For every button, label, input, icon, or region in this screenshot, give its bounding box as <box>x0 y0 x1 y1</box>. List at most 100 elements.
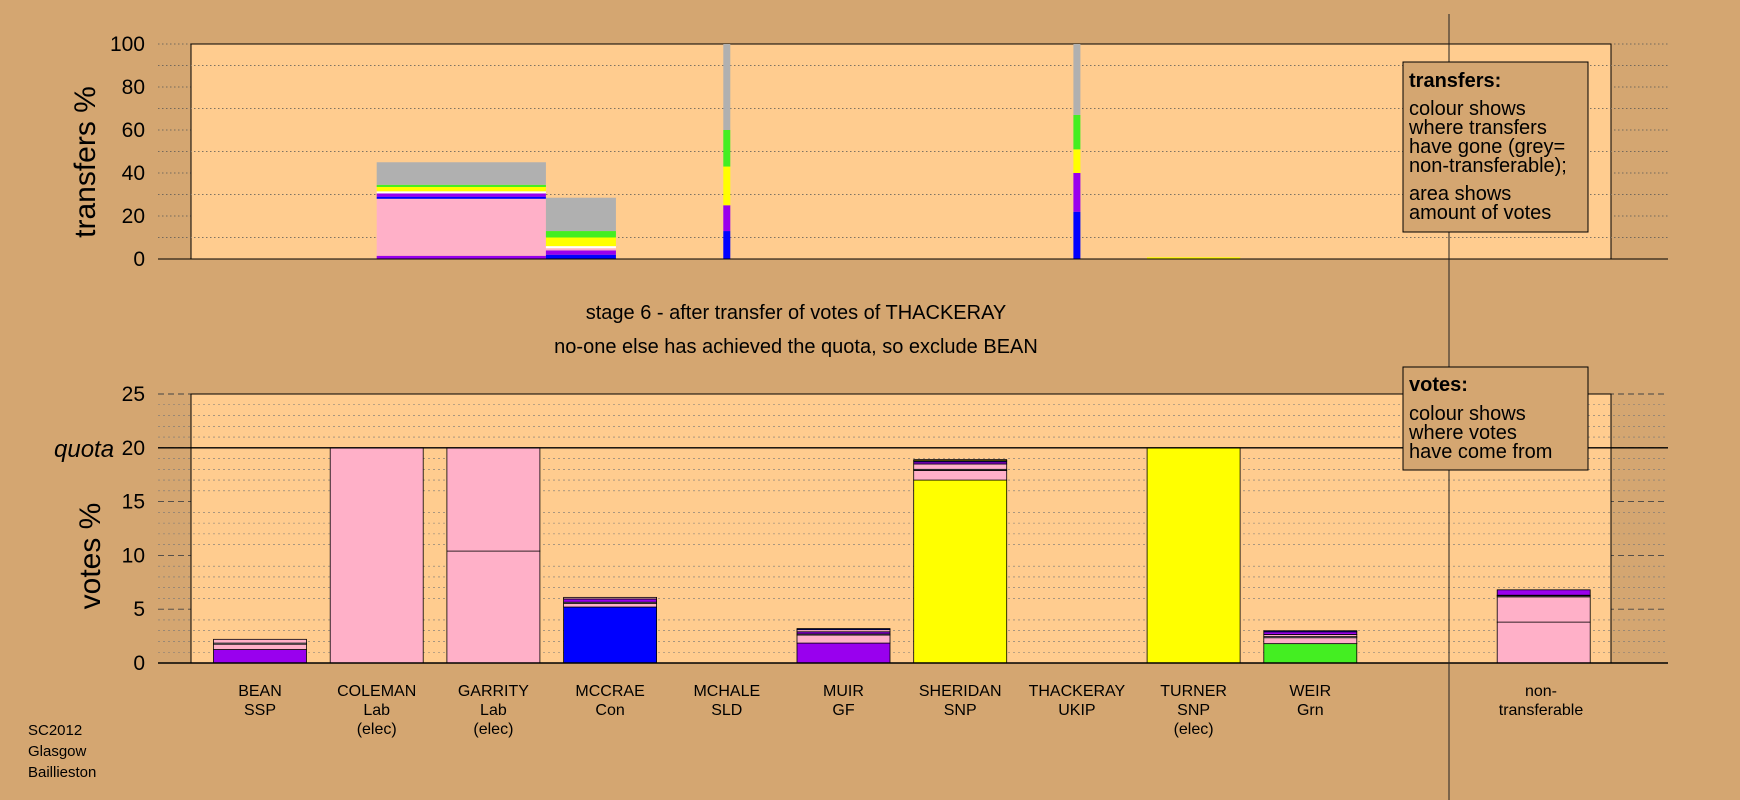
vote-segment <box>563 598 657 603</box>
footer-line: Glasgow <box>28 743 87 760</box>
candidate-label: (elec) <box>473 721 513 738</box>
candidate-label: transferable <box>1499 702 1584 719</box>
transfers-legend-line: non-transferable); <box>1409 155 1567 177</box>
transfer-segment <box>1073 114 1081 150</box>
stage-title: stage 6 - after transfer of votes of THA… <box>586 302 1007 324</box>
vote-segment <box>446 550 541 664</box>
vote-segment <box>1263 630 1358 633</box>
vote-segment <box>563 606 657 664</box>
vote-segment <box>913 459 1008 462</box>
y-tick-label: 15 <box>122 491 145 514</box>
y-tick-label: 20 <box>122 437 145 460</box>
transfer-segment <box>376 196 546 199</box>
transfer-segment <box>545 250 616 255</box>
footer-line: SC2012 <box>28 722 82 739</box>
votes-legend-title: votes: <box>1409 374 1468 396</box>
vote-segment <box>796 634 891 644</box>
transfers-legend-line: area shows <box>1409 183 1511 205</box>
candidate-label: COLEMAN <box>337 683 416 700</box>
transfer-segment <box>545 237 616 247</box>
candidate-label: (elec) <box>357 721 397 738</box>
transfer-segment <box>1073 149 1081 173</box>
transfer-segment <box>545 246 616 249</box>
vote-segment <box>913 479 1008 664</box>
vote-segment <box>213 643 307 650</box>
votes-legend-line: have come from <box>1409 441 1552 463</box>
y-tick-label: 60 <box>122 119 145 142</box>
transfers-legend-line: colour shows <box>1409 98 1526 120</box>
y-tick-label: 80 <box>122 76 145 99</box>
candidate-label: SSP <box>244 702 276 719</box>
candidate-label: SHERIDAN <box>919 683 1002 700</box>
vote-segment <box>1263 637 1358 645</box>
vote-segment <box>213 638 307 644</box>
votes-legend-line: colour shows <box>1409 403 1526 425</box>
votes-legend-line: where votes <box>1408 422 1517 444</box>
y-tick-label: 25 <box>122 383 145 406</box>
transfers-legend-title: transfers: <box>1409 70 1501 92</box>
transfer-segment <box>545 231 616 238</box>
candidate-label: (elec) <box>1174 721 1214 738</box>
transfer-segment <box>376 191 546 194</box>
candidate-label: MCCRAE <box>575 683 644 700</box>
transfer-segment <box>376 198 546 256</box>
y-tick-label: 5 <box>133 598 145 621</box>
transfer-segment <box>723 44 731 130</box>
transfer-segment <box>723 205 731 232</box>
transfers-legend-line: where transfers <box>1408 117 1547 139</box>
candidate-label: Grn <box>1297 702 1324 719</box>
votes-bars <box>213 447 1591 664</box>
transfer-segment <box>376 184 546 187</box>
transfer-segment <box>376 186 546 192</box>
transfer-segment <box>545 254 616 259</box>
transfers-y-label: transfers % <box>69 86 102 238</box>
transfers-legend-line: have gone (grey= <box>1409 136 1565 158</box>
y-tick-label: 40 <box>122 162 145 185</box>
candidate-label: SNP <box>944 702 977 719</box>
candidate-label: non- <box>1525 683 1557 700</box>
y-tick-label: 0 <box>133 652 145 675</box>
candidate-label: BEAN <box>238 683 282 700</box>
transfer-segment <box>545 197 616 232</box>
vote-segment <box>1263 631 1358 635</box>
candidate-label: THACKERAY <box>1029 683 1126 700</box>
y-tick-label: 0 <box>133 248 145 271</box>
vote-segment <box>1263 643 1358 664</box>
transfer-segment <box>1146 257 1241 259</box>
transfer-segment <box>376 255 546 259</box>
candidate-label: Lab <box>480 702 507 719</box>
votes-y-label: votes % <box>74 503 107 610</box>
candidate-label: SNP <box>1177 702 1210 719</box>
candidate-label: GARRITY <box>458 683 529 700</box>
candidate-label: Con <box>595 702 624 719</box>
votes-legend-box: votes: colour shows where votes have com… <box>1402 366 1589 471</box>
transfer-segment <box>1073 173 1081 212</box>
candidate-label: MUIR <box>823 683 864 700</box>
vote-segment <box>1496 589 1591 596</box>
transfers-bars <box>376 44 1241 259</box>
transfers-legend-line: amount of votes <box>1409 202 1551 224</box>
transfers-y-ticks: 100 80 60 40 20 0 <box>110 33 145 271</box>
vote-segment <box>213 649 307 664</box>
candidate-label: WEIR <box>1289 683 1331 700</box>
candidate-labels: BEAN SSP COLEMAN Lab (elec) GARRITY Lab (elec) M… <box>238 683 1583 738</box>
votes-y-ticks: 25 20 15 10 5 0 <box>122 383 145 675</box>
y-tick-label: 20 <box>122 205 145 228</box>
candidate-label: GF <box>832 702 854 719</box>
vote-segment <box>1496 596 1591 623</box>
transfer-segment <box>1073 211 1081 259</box>
transfer-segment <box>376 193 546 197</box>
y-tick-label: 10 <box>122 544 145 567</box>
vote-segment <box>1146 447 1241 664</box>
vote-segment <box>329 447 424 664</box>
transfers-legend-box: transfers: colour shows where transfers … <box>1402 61 1589 233</box>
transfer-segment <box>723 231 731 259</box>
quota-label: quota <box>54 436 114 463</box>
candidate-label: MCHALE <box>693 683 760 700</box>
candidate-label: SLD <box>711 702 742 719</box>
vote-segment <box>796 628 891 631</box>
stage-subtitle: no-one else has achieved the quota, so e… <box>554 336 1038 358</box>
candidate-label: Lab <box>363 702 390 719</box>
transfer-segment <box>545 248 616 251</box>
vote-segment <box>446 447 541 552</box>
